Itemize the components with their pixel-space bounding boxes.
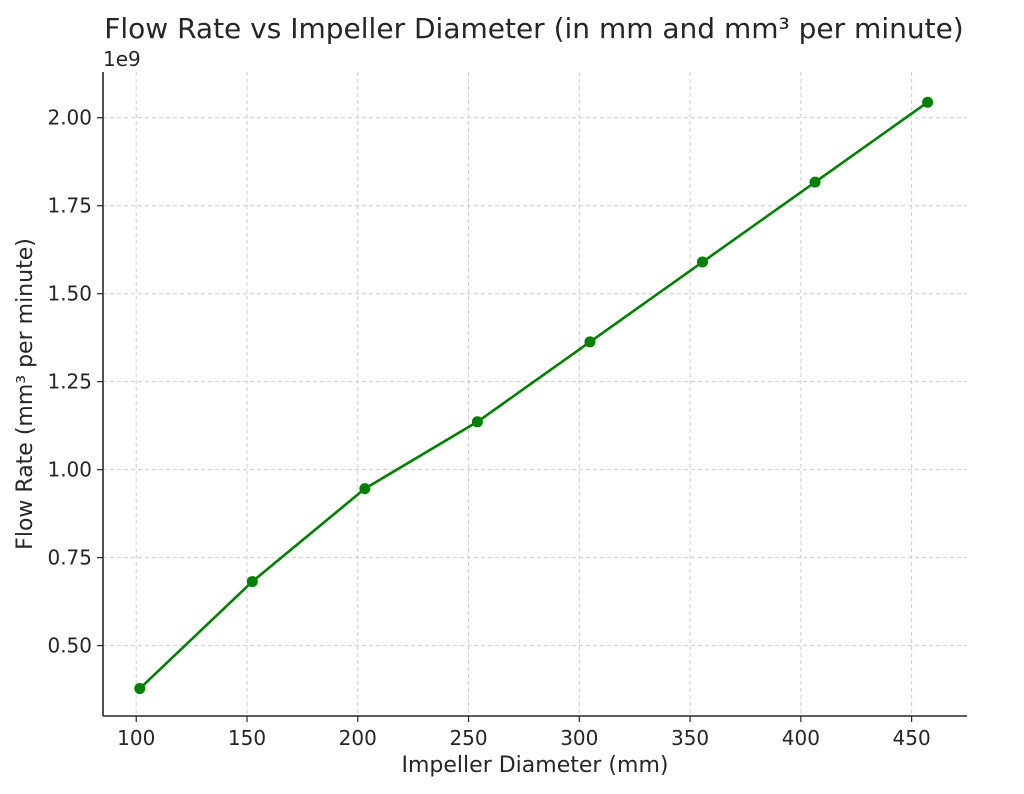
x-tick-label: 350	[671, 726, 709, 750]
data-point	[922, 96, 934, 108]
data-point	[584, 336, 596, 348]
y-ticks: 0.50 0.75 1.00 1.25 1.50 1.75 2.00	[47, 106, 103, 658]
x-tick-label: 300	[560, 726, 598, 750]
data-point	[359, 483, 371, 495]
y-tick-label: 1.25	[47, 370, 92, 394]
x-tick-label: 250	[449, 726, 487, 750]
x-tick-label: 150	[228, 726, 266, 750]
x-tick-label: 100	[117, 726, 155, 750]
x-tick-label: 450	[893, 726, 931, 750]
y-tick-label: 1.75	[47, 194, 92, 218]
series	[134, 96, 934, 695]
chart-title: Flow Rate vs Impeller Diameter (in mm an…	[104, 12, 963, 45]
y-tick-label: 0.75	[47, 546, 92, 570]
x-tick-label: 200	[339, 726, 377, 750]
y-offset-label: 1e9	[103, 47, 141, 71]
data-point	[246, 576, 258, 588]
y-tick-label: 0.50	[47, 634, 92, 658]
data-point	[696, 256, 708, 268]
data-point	[809, 176, 821, 188]
data-point	[134, 683, 146, 695]
data-point	[471, 416, 483, 428]
series-line	[138, 101, 929, 690]
y-tick-label: 1.50	[47, 282, 92, 306]
x-axis-label: Impeller Diameter (mm)	[402, 753, 669, 778]
x-ticks: 100 150 200 250 300 350 400 450	[117, 716, 931, 750]
x-tick-label: 400	[782, 726, 820, 750]
y-tick-label: 2.00	[47, 106, 92, 130]
grid	[103, 72, 967, 716]
y-axis-label: Flow Rate (mm³ per minute)	[13, 238, 38, 550]
y-tick-label: 1.00	[47, 458, 92, 482]
